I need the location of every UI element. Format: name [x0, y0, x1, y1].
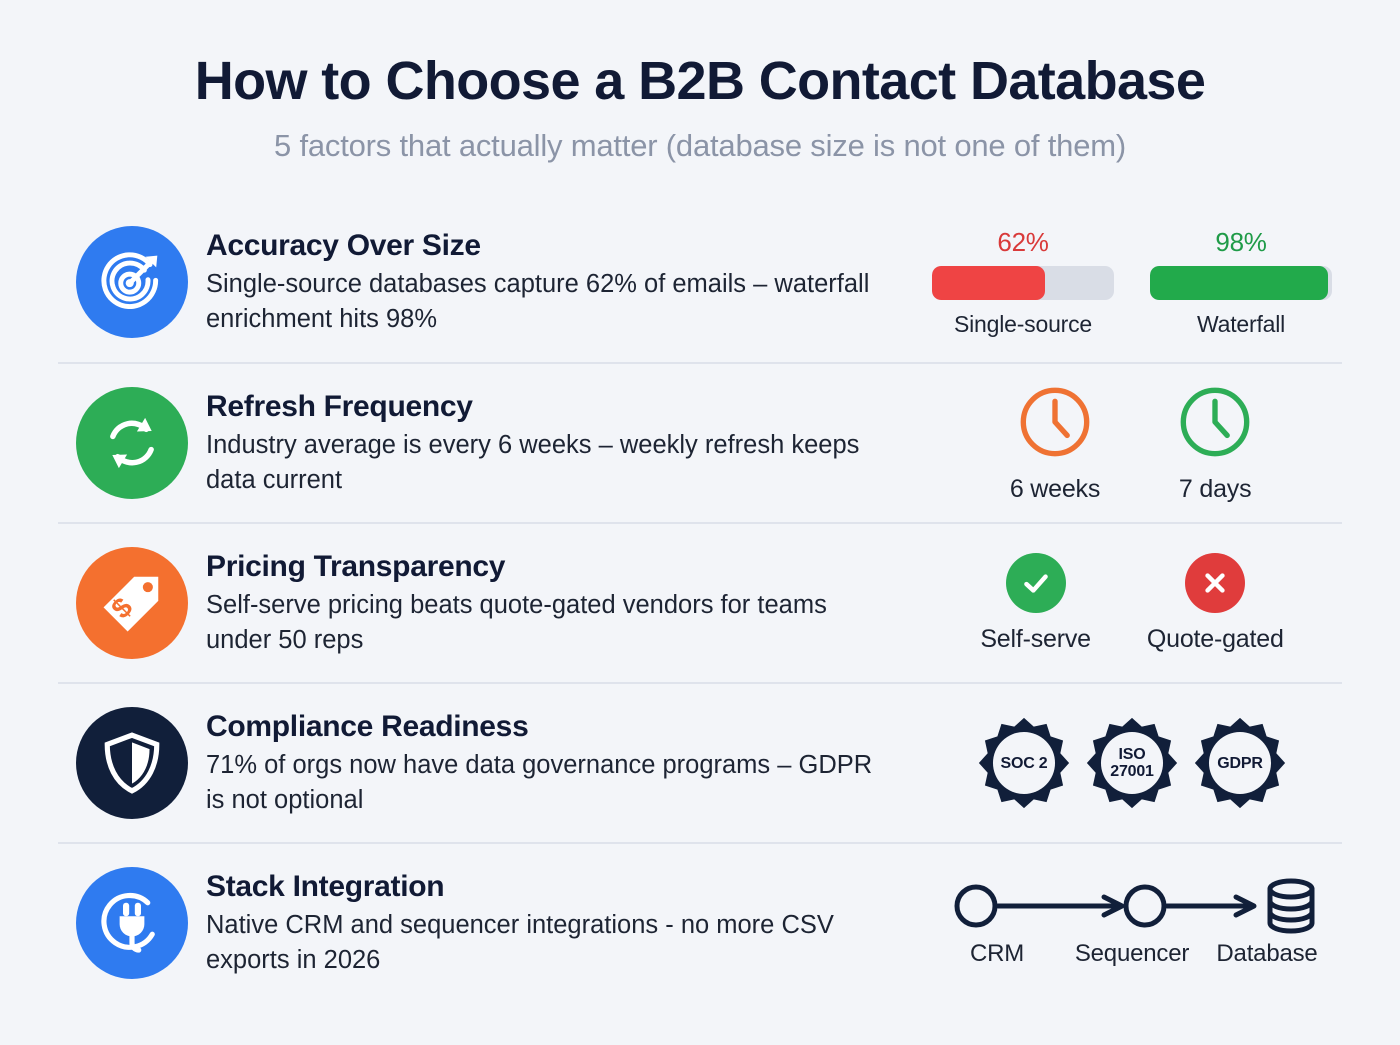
verdict-label: Self-serve: [980, 624, 1091, 653]
circle-node-icon: [1123, 884, 1167, 928]
row-description: 71% of orgs now have data governance pro…: [206, 751, 873, 814]
bar-track: [1150, 265, 1332, 300]
seal-line-1: SOC 2: [1000, 754, 1048, 772]
page-subtitle: 5 factors that actually matter (database…: [274, 128, 1126, 164]
scalloped-badge-icon: [1086, 718, 1178, 809]
shield-icon: [76, 707, 188, 820]
text-cell: Refresh Frequency Industry average is ev…: [206, 389, 922, 498]
flow-label-database: Database: [1216, 940, 1318, 968]
clock-icon: [1020, 387, 1090, 457]
icon-cell: [58, 867, 206, 980]
bar-group-single-source: 62% Single-source: [932, 227, 1114, 338]
price-tag-icon: $: [76, 547, 188, 660]
seal-line-1: GDPR: [1217, 754, 1263, 772]
seal-label: ISO 27001: [1085, 716, 1179, 810]
clock-icon: [1180, 387, 1250, 457]
icon-cell: $: [58, 547, 206, 660]
seal-soc2: SOC 2: [977, 716, 1071, 810]
bar-group-waterfall: 98% Waterfall: [1150, 227, 1332, 338]
clock-comparison: 6 weeks 7 days: [1010, 383, 1254, 504]
bar-percent-label: 62%: [997, 226, 1049, 257]
bar-fill: [932, 265, 1045, 300]
clock-label: 6 weeks: [1009, 474, 1101, 503]
text-cell: Pricing Transparency Self-serve pricing …: [206, 549, 922, 658]
factor-row-compliance-readiness: Compliance Readiness 71% of orgs now hav…: [58, 682, 1342, 842]
clock-label: 7 days: [1178, 474, 1252, 503]
visual-seals: SOC 2 ISO 27001: [922, 684, 1342, 842]
verdict-group-self-serve: Self-serve: [980, 552, 1091, 654]
row-title: Stack Integration: [206, 869, 445, 903]
integration-flow: CRM Sequencer Database: [932, 878, 1332, 968]
x-circle-icon: [1185, 552, 1246, 613]
visual-verdicts: Self-serve Quote-gated: [922, 524, 1342, 682]
check-circle-icon: [1005, 552, 1066, 613]
circle-node-icon: [954, 884, 998, 928]
clock-group-7-days: 7 days: [1176, 383, 1254, 504]
icon-cell: [58, 387, 206, 500]
row-title: Compliance Readiness: [206, 709, 529, 743]
clock-group-6-weeks: 6 weeks: [1010, 383, 1100, 504]
visual-clocks: 6 weeks 7 days: [922, 364, 1342, 522]
header: How to Choose a B2B Contact Database 5 f…: [0, 0, 1400, 164]
row-title: Pricing Transparency: [206, 549, 506, 583]
visual-bars: 62% Single-source 98% Waterfall: [922, 202, 1342, 362]
scalloped-badge-icon: [978, 718, 1070, 809]
verdict-comparison: Self-serve Quote-gated: [980, 552, 1284, 654]
row-description: Self-serve pricing beats quote-gated ven…: [206, 591, 827, 654]
refresh-icon: [76, 387, 188, 500]
flow-labels: CRM Sequencer Database: [932, 940, 1332, 968]
text-cell: Compliance Readiness 71% of orgs now hav…: [206, 709, 922, 818]
certification-seals: SOC 2 ISO 27001: [977, 716, 1287, 810]
visual-flow: CRM Sequencer Database: [922, 844, 1342, 1002]
bar-chart: 62% Single-source 98% Waterfall: [932, 227, 1332, 338]
seal-label: SOC 2: [977, 716, 1071, 810]
plug-icon: [76, 867, 188, 980]
seal-line-2: 27001: [1110, 763, 1154, 781]
factor-row-accuracy-over-size: Accuracy Over Size Single-source databas…: [58, 202, 1342, 362]
seal-iso-27001: ISO 27001: [1085, 716, 1179, 810]
factor-row-refresh-frequency: Refresh Frequency Industry average is ev…: [58, 362, 1342, 522]
factor-row-stack-integration: Stack Integration Native CRM and sequenc…: [58, 842, 1342, 1002]
seal-gdpr: GDPR: [1193, 716, 1287, 810]
seal-line-1: ISO: [1118, 745, 1146, 763]
factor-list: Accuracy Over Size Single-source databas…: [0, 202, 1400, 1002]
flow-nodes: [932, 878, 1332, 934]
flow-label-crm: CRM: [969, 940, 1025, 968]
bar-fill: [1150, 265, 1329, 300]
bar-category-label: Waterfall: [1196, 310, 1286, 337]
bar-category-label: Single-source: [953, 310, 1093, 337]
verdict-label: Quote-gated: [1146, 624, 1284, 653]
flow-label-sequencer: Sequencer: [1074, 940, 1190, 968]
row-description: Industry average is every 6 weeks – week…: [206, 431, 860, 494]
page-title: How to Choose a B2B Contact Database: [194, 51, 1206, 111]
factor-row-pricing-transparency: $ Pricing Transparency Self-serve pricin…: [58, 522, 1342, 682]
target-icon: [76, 226, 188, 339]
row-description: Single-source databases capture 62% of e…: [206, 270, 870, 333]
row-title: Accuracy Over Size: [206, 228, 481, 262]
row-title: Refresh Frequency: [206, 389, 473, 423]
icon-cell: [58, 226, 206, 339]
verdict-group-quote-gated: Quote-gated: [1146, 552, 1284, 654]
row-description: Native CRM and sequencer integrations - …: [206, 911, 834, 974]
text-cell: Stack Integration Native CRM and sequenc…: [206, 869, 922, 978]
scalloped-badge-icon: [1194, 718, 1286, 809]
seal-label: GDPR: [1193, 716, 1287, 810]
bar-percent-label: 98%: [1215, 226, 1267, 257]
bar-track: [932, 265, 1114, 300]
icon-cell: [58, 707, 206, 820]
database-cylinder-icon: [1267, 878, 1315, 934]
text-cell: Accuracy Over Size Single-source databas…: [206, 228, 922, 337]
